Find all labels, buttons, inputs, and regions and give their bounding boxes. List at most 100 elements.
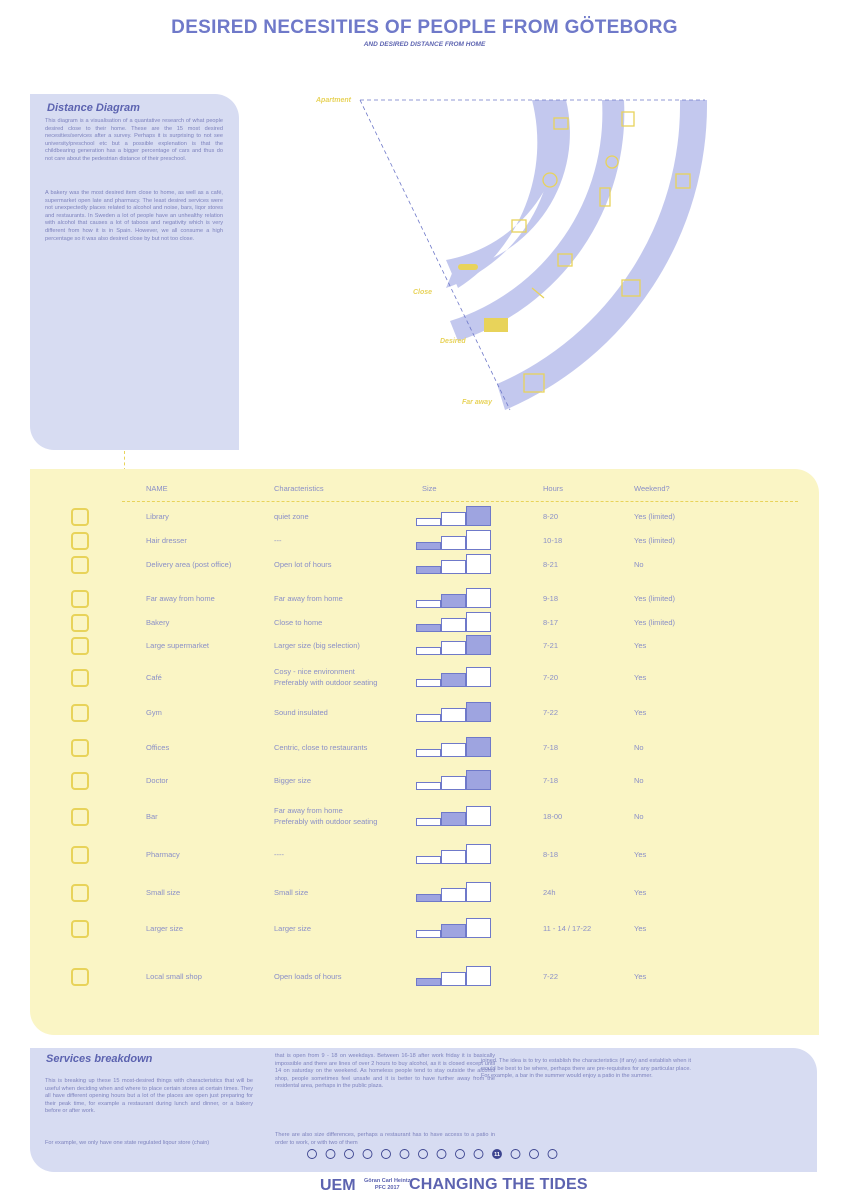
- row-size-indicator: [416, 530, 491, 550]
- row-weekend: Yes: [634, 673, 647, 682]
- row-name: Offices: [146, 743, 170, 752]
- row-hours: 18-00: [543, 812, 563, 821]
- services-breakdown-panel: Services breakdown This is breaking up t…: [30, 1048, 817, 1172]
- size-box-3: [466, 882, 491, 902]
- row-name: Far away from home: [146, 594, 215, 603]
- row-characteristics: Open loads of hours: [274, 971, 414, 982]
- page-dot: [399, 1149, 410, 1159]
- size-box-2: [441, 812, 466, 826]
- page-subtitle: AND DESIRED DISTANCE FROM HOME: [363, 41, 486, 48]
- row-size-indicator: [416, 966, 491, 986]
- row-name: Bakery: [146, 618, 170, 627]
- row-characteristics: Sound insulated: [274, 707, 414, 718]
- page-number: 11: [494, 1152, 500, 1158]
- shopping-cart-icon: [523, 373, 545, 393]
- size-box-3: [466, 702, 491, 722]
- supermarket-icon: [71, 637, 89, 655]
- services-paragraph-3: that is open from 9 - 18 on weekdays. Be…: [275, 1053, 495, 1090]
- cutlery-icon: [71, 920, 89, 938]
- size-box-1: [416, 600, 441, 608]
- row-name: Pharmacy: [146, 850, 180, 859]
- size-box-2: [441, 850, 466, 864]
- size-box-2: [441, 972, 466, 986]
- page-indicator: 11: [307, 1149, 558, 1159]
- size-box-1: [416, 518, 441, 526]
- distance-diagram-paragraph-1: This diagram is a visualisation of a qua…: [45, 118, 223, 162]
- row-characteristics: ---: [274, 535, 414, 546]
- row-hours: 24h: [543, 888, 556, 897]
- size-box-1: [416, 856, 441, 864]
- label-apartment: Apartment: [315, 97, 352, 104]
- row-characteristics-line-1: Open loads of hours: [274, 972, 342, 981]
- row-hours: 7-20: [543, 673, 559, 682]
- cart-icon: [71, 590, 89, 608]
- size-box-3: [466, 844, 491, 864]
- row-weekend: Yes: [634, 972, 647, 981]
- row-size-indicator: [416, 806, 491, 826]
- services-paragraph-2: For example, we only have one state regu…: [45, 1140, 210, 1146]
- wine-icon: [71, 808, 89, 826]
- row-name: Gym: [146, 708, 162, 717]
- library-icon: [621, 111, 635, 127]
- row-hours: 9-18: [543, 594, 559, 603]
- page-dot-current: [492, 1149, 502, 1159]
- project-title: CHANGING THE TIDES: [409, 1176, 588, 1193]
- header-hours: Hours: [543, 484, 564, 493]
- row-characteristics-line-1: quiet zone: [274, 512, 309, 521]
- row-size-indicator: [416, 702, 491, 722]
- row-size-indicator: [416, 588, 491, 608]
- size-box-1: [416, 624, 441, 632]
- header-divider: [122, 501, 798, 502]
- page-dot: [418, 1149, 428, 1159]
- row-size-indicator: [416, 667, 491, 687]
- services-breakdown-heading: Services breakdown: [46, 1053, 153, 1065]
- pharmacy-icon: [605, 155, 619, 169]
- bread-icon: [458, 264, 478, 270]
- row-name: Local small shop: [146, 972, 202, 981]
- row-hours: 8-17: [543, 618, 559, 627]
- row-weekend: Yes: [634, 924, 647, 933]
- services-paragraph-5: joined. The idea is to try to establish …: [481, 1058, 691, 1080]
- office-icon: [484, 318, 508, 332]
- wine-icon: [557, 253, 573, 267]
- page-dot: [344, 1149, 354, 1159]
- row-weekend: Yes (limited): [634, 594, 675, 603]
- coffee-icon: [71, 669, 89, 687]
- size-box-3: [466, 918, 491, 938]
- page-dot: [362, 1149, 373, 1159]
- row-name: Café: [146, 673, 162, 682]
- library-icon: [71, 508, 89, 526]
- row-hours: 7-18: [543, 776, 559, 785]
- uem-logo: UEM: [320, 1177, 356, 1194]
- size-box-3: [466, 966, 491, 986]
- size-box-3: [466, 737, 491, 757]
- header-weekend: Weekend?: [634, 484, 670, 493]
- bread-icon: [71, 614, 89, 632]
- pfc-label: PFC 2017: [374, 1185, 400, 1191]
- row-hours: 7-18: [543, 743, 559, 752]
- size-box-2: [441, 776, 466, 790]
- row-weekend: No: [634, 776, 644, 785]
- row-weekend: Yes (limited): [634, 536, 675, 545]
- radial-line: [359, 99, 511, 411]
- size-box-1: [416, 714, 441, 722]
- distance-diagram-panel: Distance Diagram This diagram is a visua…: [30, 94, 239, 450]
- coffee-icon: [542, 172, 558, 188]
- cup-icon: [511, 219, 527, 233]
- row-size-indicator: [416, 770, 491, 790]
- page-dot: [307, 1149, 317, 1159]
- services-paragraph-1: This is breaking up these 15 most-desire…: [45, 1078, 253, 1115]
- row-size-indicator: [416, 882, 491, 902]
- size-box-1: [416, 679, 441, 687]
- row-characteristics-line-1: ----: [274, 850, 284, 859]
- gym-icon: [71, 704, 89, 722]
- row-characteristics: Centric, close to restaurants: [274, 742, 414, 753]
- doctor-icon: [71, 772, 89, 790]
- size-box-3: [466, 770, 491, 790]
- page-dot: [473, 1149, 484, 1159]
- row-characteristics-line-1: Larger size (big selection): [274, 641, 360, 650]
- row-characteristics-line-1: Far away from home: [274, 806, 343, 815]
- row-characteristics-line-1: Bigger size: [274, 776, 312, 785]
- shopping-cart-icon: [71, 968, 89, 986]
- row-characteristics: Small size: [274, 887, 414, 898]
